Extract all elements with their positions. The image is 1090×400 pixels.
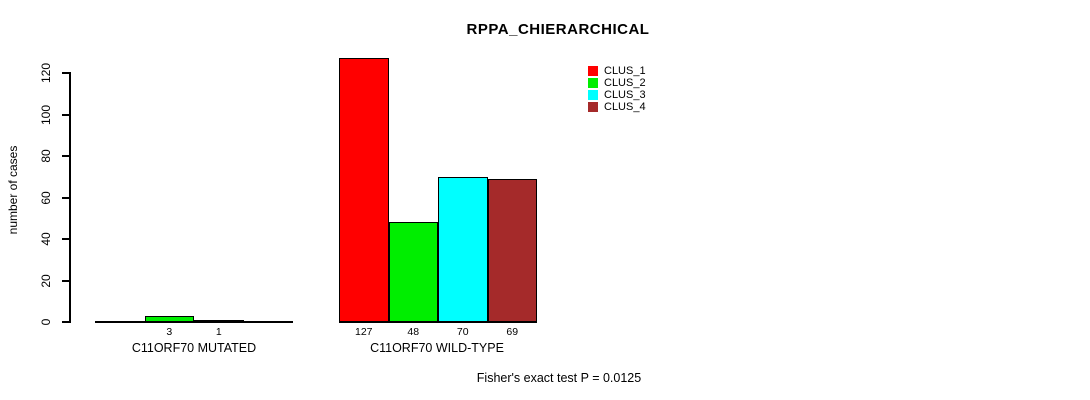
bar-clus_1 [339, 58, 389, 322]
y-tick-label: 60 [39, 190, 53, 205]
legend-label: CLUS_1 [604, 64, 646, 77]
legend-label: CLUS_4 [604, 100, 646, 113]
bar-value-label: 70 [456, 326, 469, 338]
x-group-label-wild-type: C11ORF70 WILD-TYPE [370, 341, 504, 355]
bar-clus_4 [487, 178, 537, 322]
y-tick [62, 279, 70, 282]
legend-swatch-clus_3 [588, 90, 598, 100]
y-tick [62, 238, 70, 240]
legend-item: CLUS_2 [588, 77, 646, 89]
y-tick [62, 113, 70, 116]
legend-swatch-clus_1 [588, 66, 598, 76]
y-tick-label: 100 [39, 104, 53, 125]
chart-title: RPPA_CHIERARCHICAL [466, 21, 650, 38]
bar-value-label: 127 [354, 326, 373, 338]
legend-swatch-clus_4 [588, 102, 598, 112]
y-tick-label: 20 [39, 273, 53, 288]
legend-item: CLUS_1 [588, 65, 646, 77]
bar-value-label: 48 [407, 326, 420, 338]
y-tick [62, 72, 70, 74]
y-axis-label: number of cases [6, 145, 20, 235]
y-tick-label: 120 [39, 62, 53, 84]
legend-label: CLUS_2 [604, 76, 646, 89]
y-tick-label: 0 [39, 318, 53, 326]
group-baseline [339, 321, 537, 323]
bar-clus_2 [388, 222, 438, 322]
legend-item: CLUS_3 [588, 89, 646, 101]
y-tick-label: 80 [39, 149, 53, 163]
bar-clus_2 [144, 315, 194, 322]
y-tick [62, 196, 70, 199]
bar-value-label: 69 [506, 326, 519, 338]
legend: CLUS_1 CLUS_2 CLUS_3 CLUS_4 [588, 65, 646, 113]
x-group-label-mutated: C11ORF70 MUTATED [131, 341, 257, 355]
bar-value-label: 3 [166, 326, 173, 338]
legend-swatch-clus_2 [588, 78, 598, 88]
legend-item: CLUS_4 [588, 101, 646, 113]
bar-clus_3 [194, 319, 244, 322]
y-axis-line [69, 72, 71, 323]
group-baseline [95, 321, 293, 323]
y-tick-label: 40 [39, 232, 53, 246]
y-tick [62, 155, 70, 157]
legend-label: CLUS_3 [604, 88, 646, 101]
y-tick [62, 321, 70, 323]
bar-clus_3 [438, 176, 488, 322]
bar-value-label: 1 [215, 326, 222, 338]
fisher-test-annotation: Fisher's exact test P = 0.0125 [476, 371, 642, 385]
